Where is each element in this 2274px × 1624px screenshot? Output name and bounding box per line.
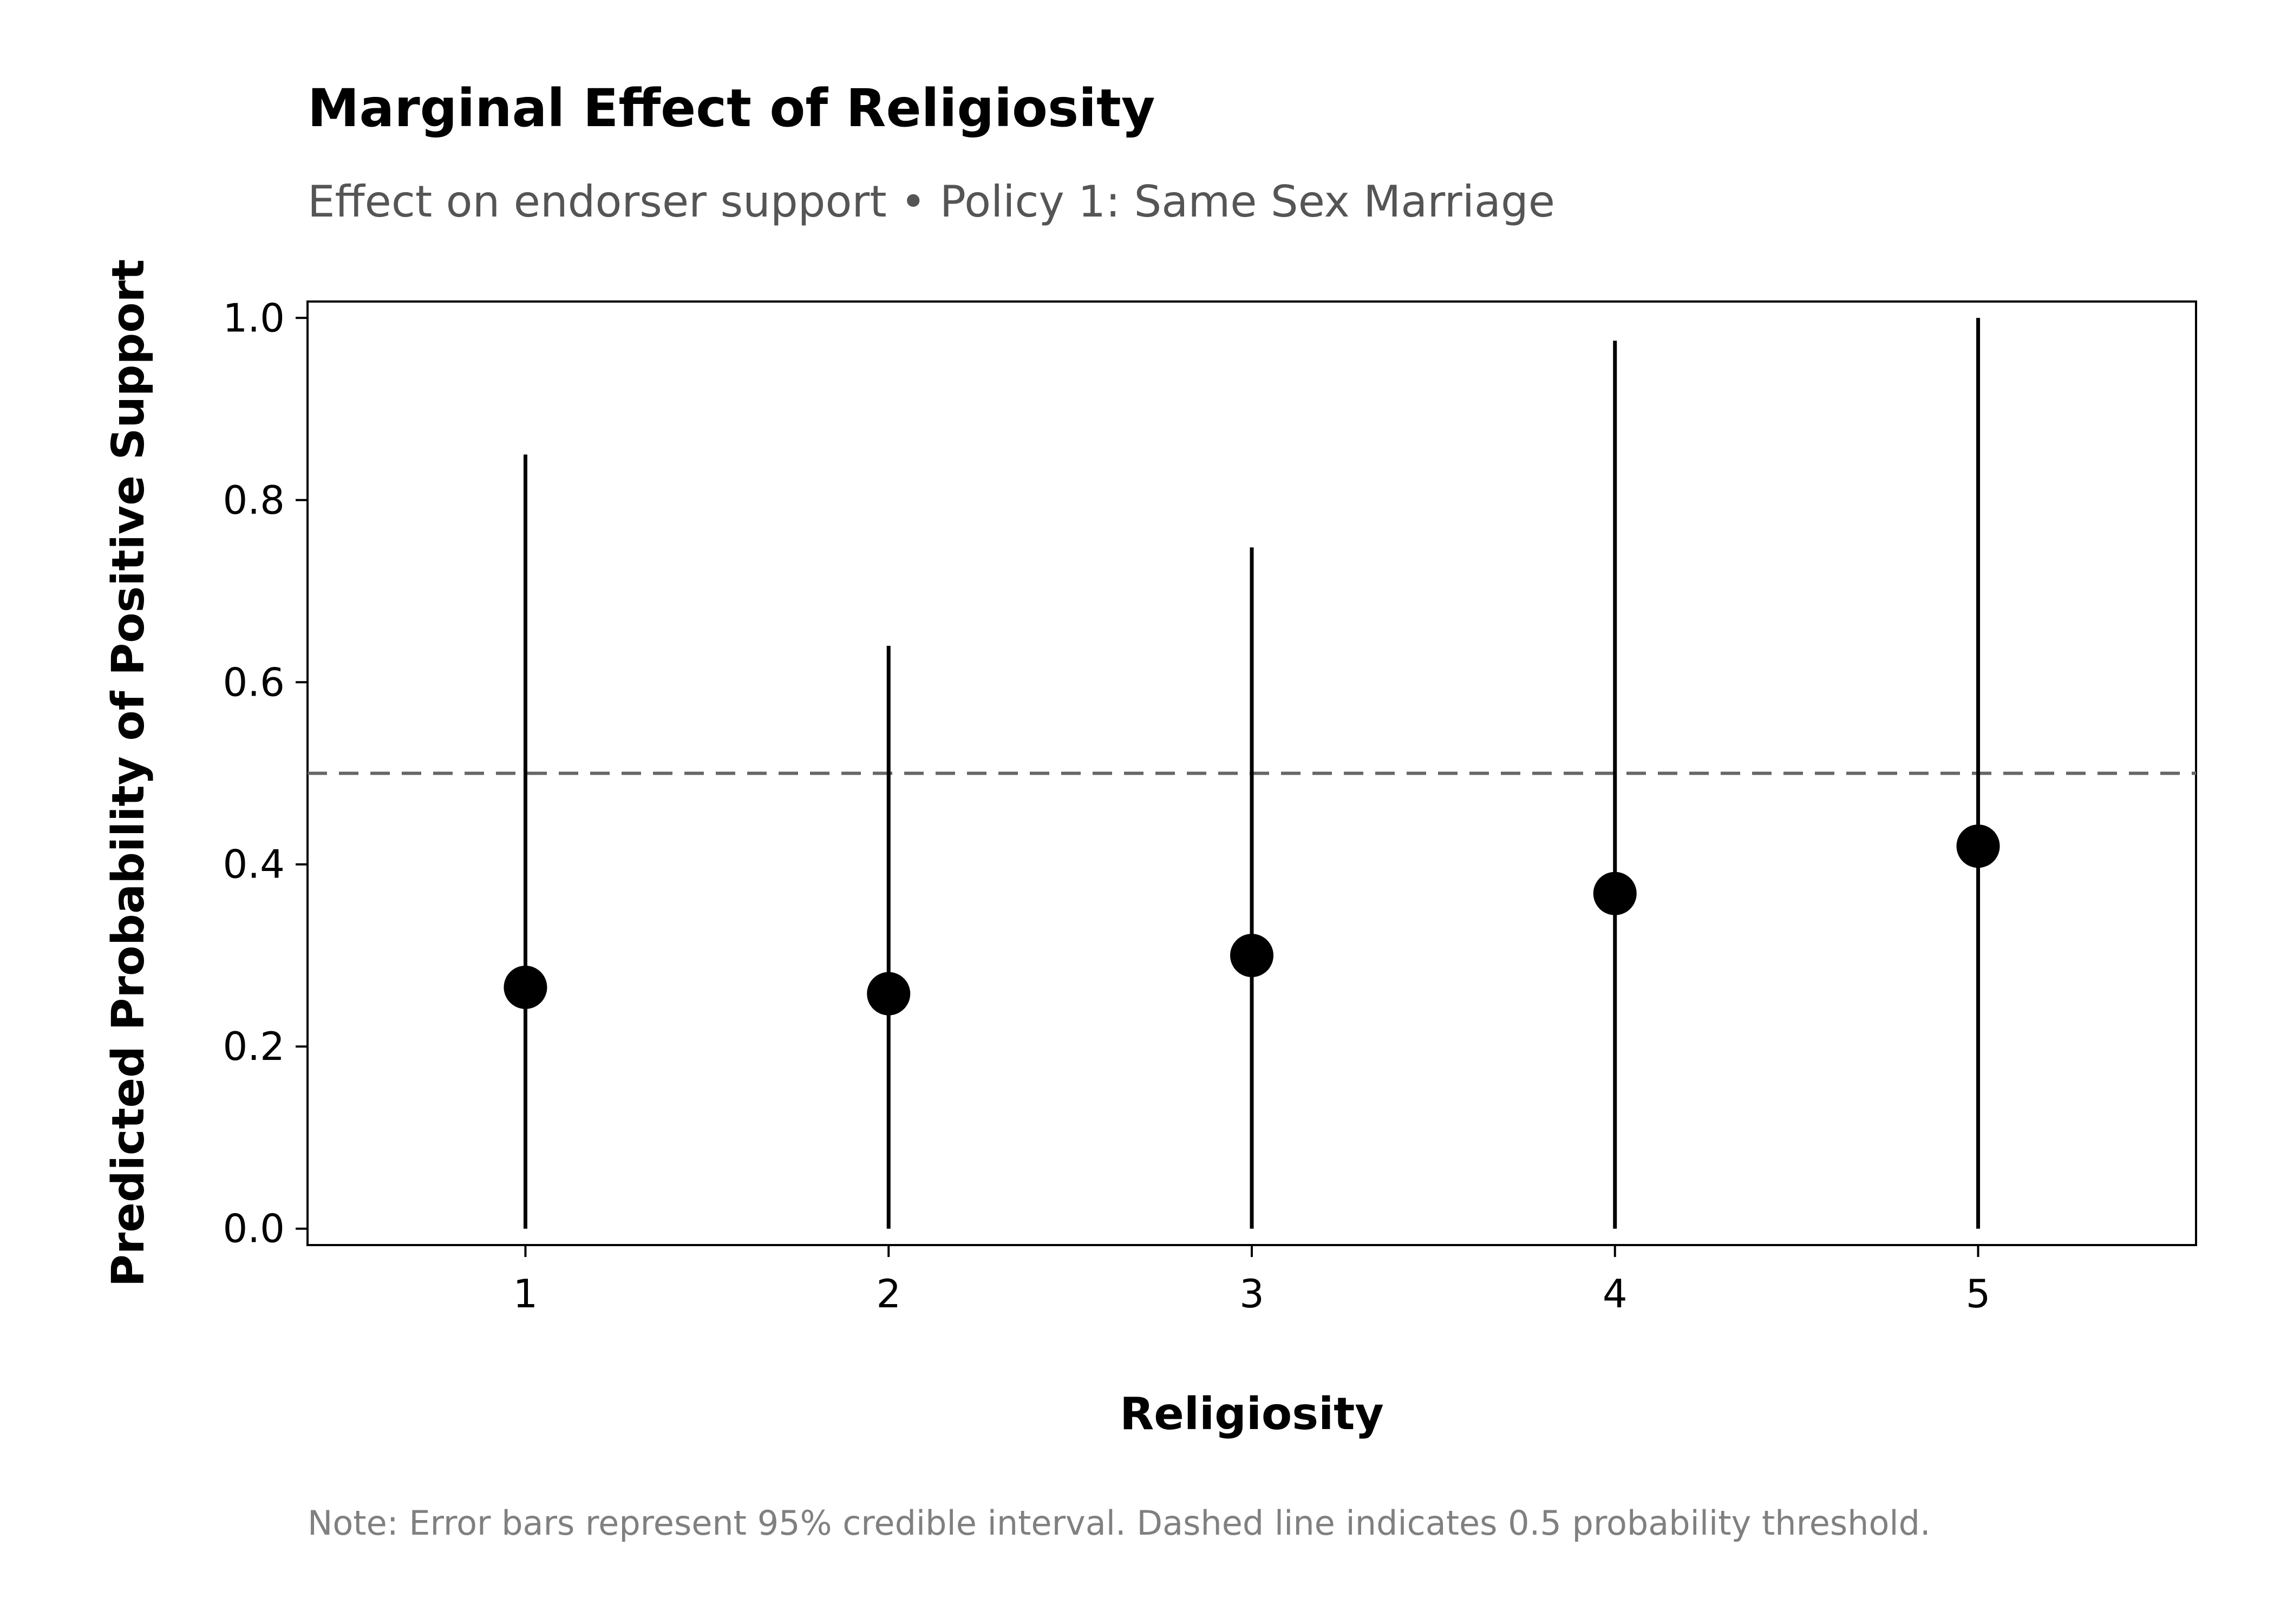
data-point xyxy=(1593,872,1637,915)
data-point xyxy=(1230,933,1273,977)
data-point xyxy=(504,965,547,1009)
y-tick-label: 1.0 xyxy=(223,295,285,340)
data-point xyxy=(867,972,911,1016)
data-points xyxy=(504,824,2000,1016)
y-tick-label: 0.6 xyxy=(223,659,285,705)
y-tick-label: 0.0 xyxy=(223,1206,285,1252)
x-tick-label: 4 xyxy=(1603,1271,1628,1317)
x-axis-label: Religiosity xyxy=(1120,1389,1384,1440)
x-tick-label: 5 xyxy=(1966,1271,1991,1317)
chart-note: Note: Error bars represent 95% credible … xyxy=(308,1503,1931,1543)
y-axis-ticks: 0.0 0.2 0.4 0.6 0.8 1.0 xyxy=(223,295,308,1252)
error-bars xyxy=(523,318,1981,1229)
x-tick-label: 1 xyxy=(513,1271,538,1317)
x-tick-label: 3 xyxy=(1239,1271,1264,1317)
y-axis-label: Predicted Probability of Positive Suppor… xyxy=(103,259,154,1287)
y-tick-label: 0.8 xyxy=(223,477,285,523)
y-tick-label: 0.2 xyxy=(223,1024,285,1069)
x-axis-ticks: 1 2 3 4 5 xyxy=(513,1245,1991,1317)
chart-subtitle: Effect on endorser support • Policy 1: S… xyxy=(308,176,1555,227)
data-point xyxy=(1956,824,2000,868)
chart-title: Marginal Effect of Religiosity xyxy=(308,78,1155,139)
x-tick-label: 2 xyxy=(876,1271,901,1317)
y-tick-label: 0.4 xyxy=(223,842,285,887)
